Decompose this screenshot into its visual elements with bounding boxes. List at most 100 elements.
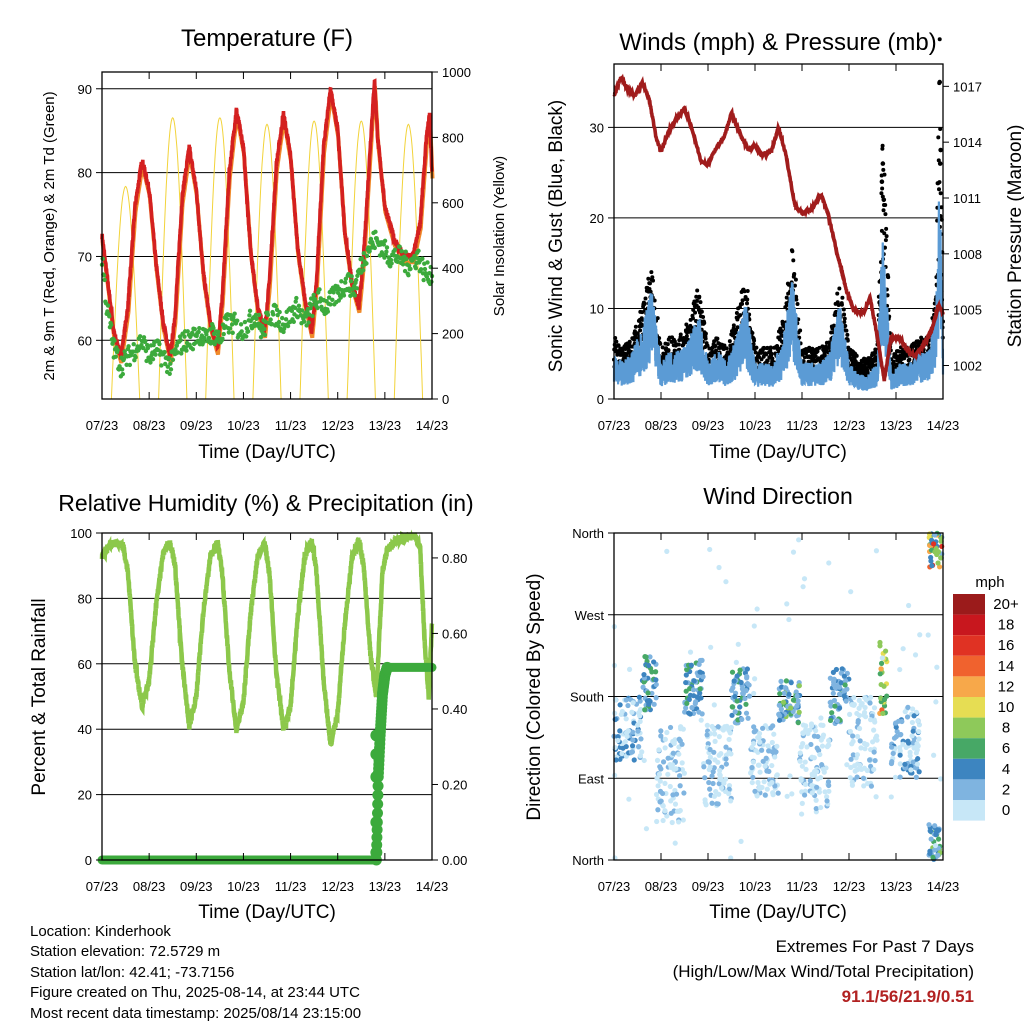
dewpoint-point xyxy=(201,339,206,345)
y-tick-label: 200 xyxy=(442,327,464,342)
gust-point xyxy=(907,357,912,362)
temperature-title: Temperature (F) xyxy=(181,25,353,52)
dewpoint-point xyxy=(119,367,125,372)
gust-point xyxy=(937,79,943,85)
direction-point xyxy=(628,749,635,755)
direction-point xyxy=(707,786,713,792)
direction-point xyxy=(726,749,732,756)
direction-point xyxy=(871,727,877,733)
dewpoint-point xyxy=(192,326,197,332)
direction-point xyxy=(631,757,637,763)
dewpoint-point xyxy=(361,250,367,256)
direction-point xyxy=(836,705,843,711)
y-tick-label: 1008 xyxy=(953,247,982,262)
direction-point xyxy=(679,760,685,766)
legend-swatch xyxy=(953,779,985,800)
direction-point xyxy=(742,695,748,702)
direction-point xyxy=(709,800,715,806)
dewpoint-point xyxy=(364,253,370,259)
dewpoint-point xyxy=(381,242,386,247)
legend-swatch xyxy=(953,635,985,656)
direction-point xyxy=(796,709,802,715)
direction-point xyxy=(900,741,906,747)
direction-point xyxy=(759,747,765,753)
station-info: Location: Kinderhook Station elevation: … xyxy=(30,922,361,1024)
direction-point xyxy=(905,704,911,710)
direction-point xyxy=(656,747,662,753)
direction-point xyxy=(629,743,636,749)
dewpoint-point xyxy=(141,345,146,351)
dewpoint-point xyxy=(253,312,259,318)
gust-point xyxy=(886,275,891,280)
temperature-panel: Temperature (F) 07/23 08/23 09/23 10/23 11/2… xyxy=(41,25,508,463)
direction-point xyxy=(683,705,689,711)
direction-point xyxy=(630,700,636,706)
direction-point xyxy=(784,601,790,607)
direction-point xyxy=(612,772,618,778)
direction-point xyxy=(681,790,687,796)
direction-point xyxy=(827,699,833,706)
direction-point xyxy=(897,774,903,780)
direction-point xyxy=(910,706,916,712)
direction-point xyxy=(619,708,625,715)
direction-point xyxy=(913,774,919,780)
dewpoint-point xyxy=(325,309,331,314)
direction-point xyxy=(847,775,853,781)
y-tick-label: 1005 xyxy=(953,303,982,318)
direction-point xyxy=(929,563,935,569)
dewpoint-point xyxy=(100,256,105,261)
gust-point xyxy=(795,302,800,307)
direction-point xyxy=(716,752,722,758)
dewpoint-point xyxy=(165,364,170,369)
gust-point xyxy=(938,191,943,196)
gust-point xyxy=(882,172,887,177)
direction-point xyxy=(732,693,738,700)
direction-point xyxy=(812,768,818,775)
gust-point xyxy=(839,302,844,307)
dewpoint-point xyxy=(413,265,419,271)
direction-point xyxy=(914,761,921,767)
direction-point xyxy=(708,644,714,650)
direction-point xyxy=(814,745,820,751)
gust-point xyxy=(842,319,847,324)
dewpoint-point xyxy=(265,312,271,318)
direction-point xyxy=(751,729,757,735)
legend-label: 8 xyxy=(1002,720,1010,737)
gust-point xyxy=(881,208,886,213)
gust-point xyxy=(798,328,803,333)
dewpoint-point xyxy=(425,260,430,265)
direction-point xyxy=(723,579,729,585)
gust-point xyxy=(792,272,797,277)
dewpoint-point xyxy=(216,329,221,335)
direction-point xyxy=(739,716,745,722)
gust-point xyxy=(713,343,718,348)
direction-point xyxy=(623,697,629,703)
direction-point xyxy=(819,743,826,749)
gust-point xyxy=(765,345,770,350)
gust-point xyxy=(693,310,698,315)
dewpoint-point xyxy=(422,266,428,272)
direction-point xyxy=(643,826,650,832)
direction-point xyxy=(766,768,772,775)
direction-point xyxy=(677,724,684,730)
dewpoint-point xyxy=(206,335,212,341)
gust-point xyxy=(740,301,745,306)
dewpoint-point xyxy=(109,322,114,328)
winds-panel: Winds (mph) & Pressure (mb) 07/23 08/23 09… xyxy=(546,29,1024,463)
solar-line xyxy=(299,120,329,400)
y-tick-label: 0.20 xyxy=(442,777,467,792)
humidity-title: Relative Humidity (%) & Precipitation (i… xyxy=(58,490,473,516)
dewpoint-point xyxy=(328,302,333,307)
direction-point xyxy=(801,792,808,798)
direction-point xyxy=(906,602,912,609)
direction-point xyxy=(769,762,775,769)
direction-point xyxy=(846,711,853,717)
direction-point xyxy=(786,616,792,623)
gust-point xyxy=(697,294,702,299)
gust-point xyxy=(642,301,647,306)
dewpoint-point xyxy=(159,363,164,368)
dewpoint-point xyxy=(133,355,138,360)
legend-label: 0 xyxy=(1002,802,1010,819)
dewpoint-point xyxy=(384,245,390,250)
direction-point xyxy=(878,681,884,688)
